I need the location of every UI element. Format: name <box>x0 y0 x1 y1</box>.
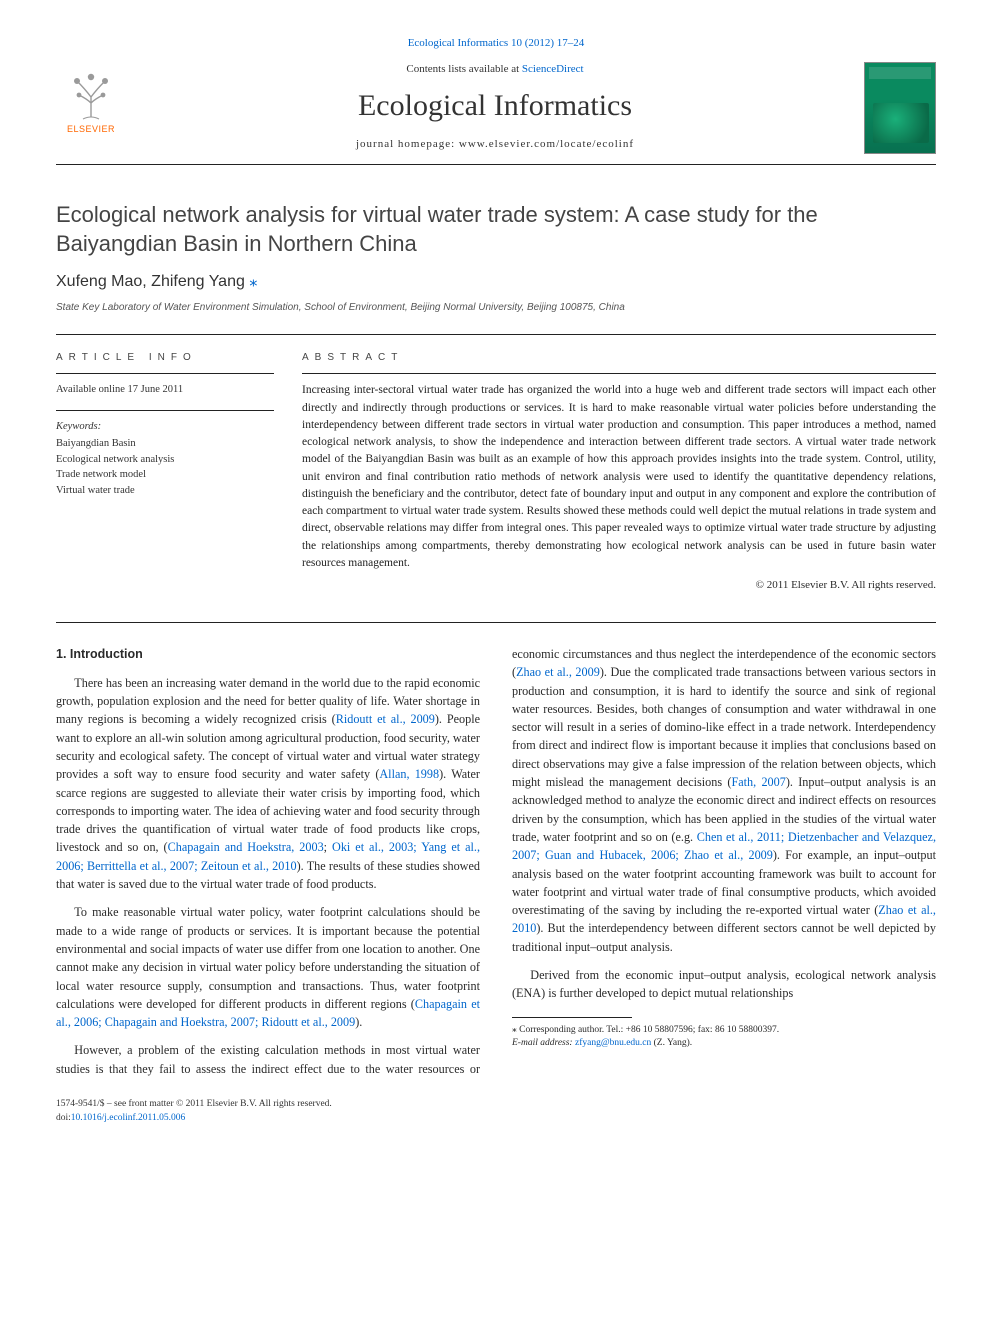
abstract-column: abstract Increasing inter-sectoral virtu… <box>302 351 936 594</box>
body-text: To make reasonable virtual water policy,… <box>56 905 480 1010</box>
contents-prefix: Contents lists available at <box>406 63 521 75</box>
abstract-text: Increasing inter-sectoral virtual water … <box>302 373 936 572</box>
top-citation-link[interactable]: Ecological Informatics 10 (2012) 17–24 <box>408 37 585 49</box>
footnote-rule <box>512 1017 632 1018</box>
email-link[interactable]: zfyang@bnu.edu.cn <box>575 1038 651 1048</box>
keywords-header: Keywords: <box>56 419 274 434</box>
masthead-center: Contents lists available at ScienceDirec… <box>138 62 852 153</box>
page-root: Ecological Informatics 10 (2012) 17–24 E… <box>0 0 992 1156</box>
section-heading: 1. Introduction <box>56 645 480 664</box>
body-paragraph: Derived from the economic input–output a… <box>512 966 936 1003</box>
journal-homepage: journal homepage: www.elsevier.com/locat… <box>146 137 844 153</box>
citation-link[interactable]: Zhao et al., 2009 <box>516 665 600 679</box>
corr-marker-link[interactable]: ⁎ <box>249 273 257 290</box>
keyword: Baiyangdian Basin <box>56 436 274 452</box>
email-label: E-mail address: <box>512 1038 575 1048</box>
footer-bar: 1574-9541/$ – see front matter © 2011 El… <box>56 1098 936 1126</box>
footnotes: ⁎ Corresponding author. Tel.: +86 10 588… <box>512 1024 936 1051</box>
sciencedirect-link[interactable]: ScienceDirect <box>522 63 584 75</box>
publisher-name: ELSEVIER <box>67 123 115 136</box>
corr-footnote: ⁎ Corresponding author. Tel.: +86 10 588… <box>512 1024 936 1037</box>
article-title: Ecological network analysis for virtual … <box>56 201 936 258</box>
keyword: Ecological network analysis <box>56 452 274 468</box>
citation-link[interactable]: Ridoutt et al., 2009 <box>336 712 435 726</box>
article-info-column: article info Available online 17 June 20… <box>56 351 274 594</box>
body-text: ; <box>324 840 332 854</box>
online-date: Available online 17 June 2011 <box>56 382 274 397</box>
author-names: Xufeng Mao, Zhifeng Yang <box>56 273 249 290</box>
masthead: ELSEVIER Contents lists available at Sci… <box>56 62 936 165</box>
body-paragraph: To make reasonable virtual water policy,… <box>56 903 480 1031</box>
homepage-link[interactable]: www.elsevier.com/locate/ecolinf <box>459 138 634 150</box>
citation-link[interactable]: Allan, 1998 <box>379 767 439 781</box>
journal-cover-thumb <box>864 62 936 154</box>
doi-line: doi:10.1016/j.ecolinf.2011.05.006 <box>56 1112 332 1126</box>
email-footnote: E-mail address: zfyang@bnu.edu.cn (Z. Ya… <box>512 1037 936 1050</box>
doi-link[interactable]: 10.1016/j.ecolinf.2011.05.006 <box>71 1113 185 1123</box>
article-info-label: article info <box>56 351 274 366</box>
keyword: Trade network model <box>56 467 274 483</box>
journal-name: Ecological Informatics <box>146 84 844 128</box>
front-matter-line: 1574-9541/$ – see front matter © 2011 El… <box>56 1098 332 1112</box>
contents-line: Contents lists available at ScienceDirec… <box>146 62 844 78</box>
elsevier-tree-icon <box>65 67 117 123</box>
abstract-copyright: © 2011 Elsevier B.V. All rights reserved… <box>302 578 936 594</box>
abstract-label: abstract <box>302 351 936 366</box>
email-name: (Z. Yang). <box>651 1038 692 1048</box>
keyword: Virtual water trade <box>56 483 274 499</box>
info-block: Available online 17 June 2011 Keywords: … <box>56 373 274 498</box>
affiliation: State Key Laboratory of Water Environmen… <box>56 301 936 316</box>
homepage-prefix: journal homepage: <box>356 138 459 150</box>
doi-prefix: doi: <box>56 1113 71 1123</box>
body-paragraph: There has been an increasing water deman… <box>56 674 480 894</box>
info-abstract-row: article info Available online 17 June 20… <box>56 334 936 594</box>
authors: Xufeng Mao, Zhifeng Yang ⁎ <box>56 270 936 293</box>
publisher-logo: ELSEVIER <box>56 62 126 142</box>
body-columns: 1. Introduction There has been an increa… <box>56 645 936 1078</box>
body-text: ). But the interdependency between diffe… <box>512 921 936 953</box>
body-text: ). Due the complicated trade transaction… <box>512 665 936 789</box>
citation-link[interactable]: Chapagain and Hoekstra, 2003 <box>168 840 324 854</box>
keywords-list: Baiyangdian Basin Ecological network ana… <box>56 436 274 499</box>
body-text: Derived from the economic input–output a… <box>512 968 936 1000</box>
body-text: ). <box>355 1015 362 1029</box>
citation-link[interactable]: Fath, 2007 <box>731 775 785 789</box>
top-citation: Ecological Informatics 10 (2012) 17–24 <box>56 36 936 52</box>
footer-left: 1574-9541/$ – see front matter © 2011 El… <box>56 1098 332 1126</box>
